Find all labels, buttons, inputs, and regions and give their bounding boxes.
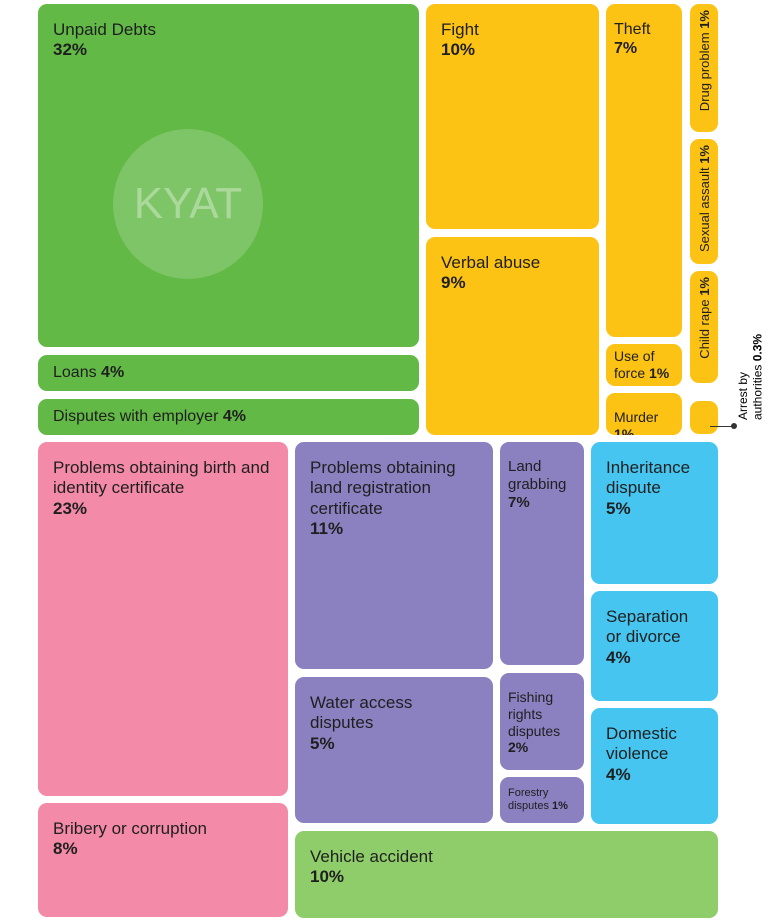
tile: Child rape 1%	[690, 271, 718, 383]
value-label: 4%	[101, 364, 125, 382]
tile: Fight 10%	[426, 4, 599, 229]
value-label: 10%	[310, 867, 345, 887]
tile-label: Drug problem 1%	[697, 10, 713, 111]
tile: Verbal abuse 9%	[426, 237, 599, 435]
category-name: Arrest by authorities	[736, 364, 765, 420]
tile-label: Disputes with employer 4%	[53, 407, 404, 426]
tile-label: Unpaid Debts 32%	[53, 20, 404, 61]
outside-label: Arrest by authorities 0.3%	[736, 300, 764, 420]
category-name: Fishing rights disputes	[508, 689, 561, 739]
tile: Sexual assault 1%	[690, 139, 718, 264]
tile-label: Child rape 1%	[697, 277, 713, 359]
tile: Loans 4%	[38, 355, 419, 391]
tile: Land grabbing 7%	[500, 442, 584, 665]
tile: Domestic violence 4%	[591, 708, 718, 824]
category-name: Land grabbing	[508, 458, 567, 493]
tile-label: Fishing rights disputes 2%	[508, 689, 576, 756]
value-label: 1%	[552, 799, 568, 812]
tile: Fishing rights disputes 2%	[500, 673, 584, 770]
value-label: 11%	[310, 519, 344, 539]
category-name: Domestic violence	[606, 724, 677, 764]
category-name: Vehicle accident	[310, 847, 433, 866]
category-name: Sexual assault	[697, 167, 712, 252]
tile-label: Water access disputes 5%	[310, 693, 478, 754]
category-name: Water access disputes	[310, 693, 413, 733]
tile-label: Problems obtaining birth and identity ce…	[53, 458, 273, 519]
tile: Bribery or corruption 8%	[38, 803, 288, 917]
tile: Theft 7%	[606, 4, 682, 337]
category-name: Problems obtaining land registration cer…	[310, 458, 456, 518]
category-name: Unpaid Debts	[53, 20, 157, 39]
tile: Disputes with employer 4%	[38, 399, 419, 435]
value-label: 4%	[606, 764, 631, 784]
tile-label: Separation or divorce 4%	[606, 607, 703, 668]
category-name: Fight	[441, 20, 479, 39]
value-label: 1%	[697, 145, 712, 164]
value-label: 1%	[614, 425, 635, 435]
tile: Use of force 1%	[606, 344, 682, 386]
tile-label: Problems obtaining land registration cer…	[310, 458, 478, 540]
tile-label: Theft 7%	[614, 20, 674, 58]
category-name: Theft	[614, 21, 651, 38]
tile-label: Domestic violence 4%	[606, 724, 703, 785]
value-label: 1%	[697, 277, 712, 296]
tile: KYAT Unpaid Debts 32%	[38, 4, 419, 347]
value-label: 4%	[222, 408, 246, 426]
tile-label: Land grabbing 7%	[508, 458, 576, 512]
tile: Drug problem 1%	[690, 4, 718, 132]
tile-label: Verbal abuse 9%	[441, 253, 584, 294]
value-label: 1%	[697, 10, 712, 29]
value-label: 32%	[53, 40, 88, 60]
tile-label: Loans 4%	[53, 363, 404, 382]
tile: Murder 1%	[606, 393, 682, 435]
category-name: Disputes with employer	[53, 408, 219, 426]
value-label: 1%	[649, 364, 670, 381]
category-name: Bribery or corruption	[53, 819, 208, 838]
tile	[690, 401, 718, 434]
value-label: 0.3%	[750, 333, 765, 362]
value-label: 23%	[53, 498, 88, 518]
value-label: 10%	[441, 40, 476, 60]
tile-label: Forestry disputes 1%	[508, 787, 576, 813]
leader-line	[710, 426, 734, 427]
tile-label: Bribery or corruption 8%	[53, 819, 273, 860]
category-name: Inheritance dispute	[606, 458, 691, 498]
value-label: 4%	[606, 647, 631, 667]
category-name: Murder	[614, 409, 659, 425]
value-label: 2%	[508, 739, 529, 756]
value-label: 8%	[53, 839, 78, 859]
tile-label: Inheritance dispute 5%	[606, 458, 703, 519]
watermark: KYAT	[113, 129, 263, 279]
tile: Separation or divorce 4%	[591, 591, 718, 701]
category-name: Separation or divorce	[606, 607, 689, 647]
value-label: 9%	[441, 273, 466, 293]
tile: Inheritance dispute 5%	[591, 442, 718, 584]
leader-dot	[731, 423, 737, 429]
tile-label: Vehicle accident 10%	[310, 847, 703, 888]
category-name: Use of force	[614, 348, 655, 381]
tile: Problems obtaining birth and identity ce…	[38, 442, 288, 796]
category-name: Forestry disputes	[508, 786, 549, 812]
value-label: 5%	[310, 733, 335, 753]
tile-label: Use of force 1%	[614, 348, 674, 382]
category-name: Child rape	[697, 299, 712, 359]
tile-label: Murder 1%	[614, 409, 674, 435]
tile: Water access disputes 5%	[295, 677, 493, 823]
tile: Problems obtaining land registration cer…	[295, 442, 493, 669]
tile-label: Fight 10%	[441, 20, 584, 61]
category-name: Loans	[53, 364, 97, 382]
tile: Forestry disputes 1%	[500, 777, 584, 823]
value-label: 5%	[606, 498, 631, 518]
tile-label: Sexual assault 1%	[697, 145, 713, 252]
value-label: 7%	[508, 494, 530, 511]
category-name: Verbal abuse	[441, 253, 541, 272]
category-name: Drug problem	[697, 32, 712, 112]
value-label: 7%	[614, 40, 638, 58]
category-name: Problems obtaining birth and identity ce…	[53, 458, 270, 498]
tile: Vehicle accident 10%	[295, 831, 718, 918]
